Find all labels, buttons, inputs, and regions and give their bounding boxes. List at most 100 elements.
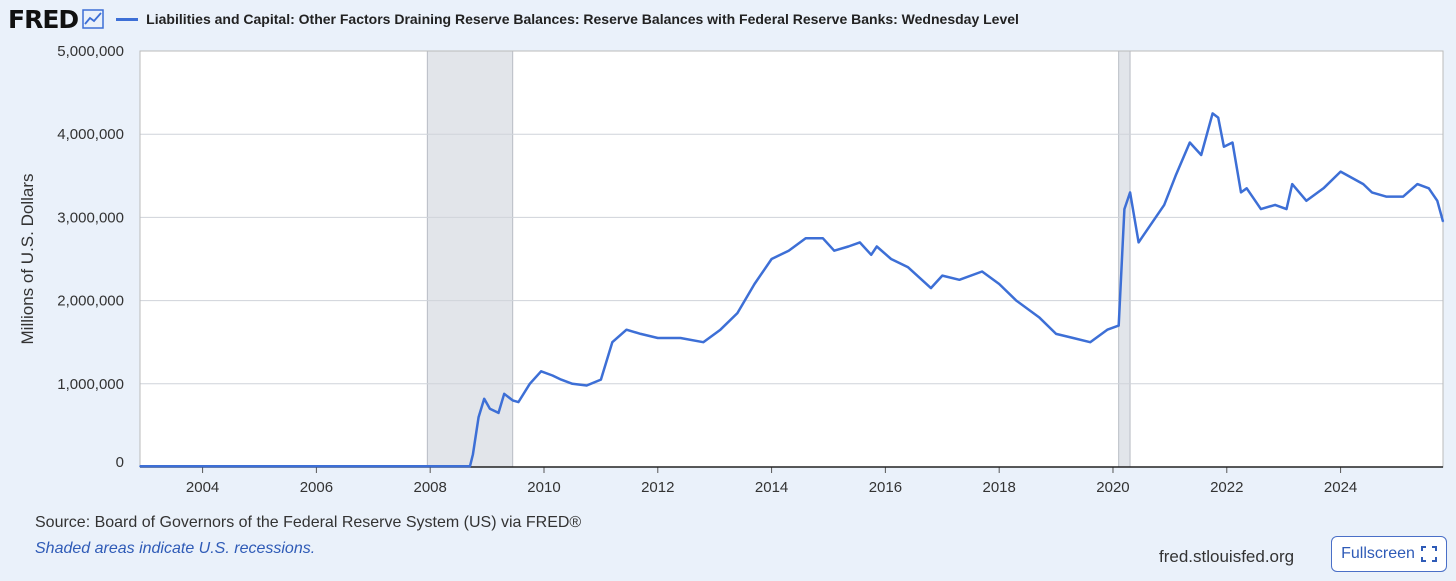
data-point	[1274, 204, 1276, 206]
data-point	[528, 383, 531, 385]
y-tick-label: 4,000,000	[57, 126, 124, 143]
data-point	[736, 312, 739, 314]
data-point	[1260, 208, 1262, 210]
data-point	[1146, 229, 1148, 231]
x-tick-label: 2022	[1210, 479, 1243, 496]
data-point	[1223, 145, 1225, 148]
data-point	[429, 465, 431, 467]
data-point	[1416, 183, 1419, 185]
data-point	[719, 328, 722, 331]
fullscreen-label: Fullscreen	[1341, 545, 1415, 562]
data-point	[1436, 199, 1439, 202]
x-tick-label: 2020	[1096, 479, 1129, 496]
data-point	[1362, 183, 1365, 185]
data-point	[560, 378, 562, 381]
fullscreen-icon	[1420, 546, 1437, 562]
data-point	[477, 416, 480, 418]
data-point	[958, 279, 961, 281]
data-point	[858, 241, 861, 244]
data-point	[753, 283, 756, 285]
y-tick-label: 2,000,000	[57, 293, 124, 310]
data-point	[1129, 191, 1131, 194]
data-point	[1231, 141, 1234, 144]
x-tick-label: 2004	[186, 479, 219, 496]
data-point	[804, 237, 807, 239]
y-tick-label: 3,000,000	[57, 209, 124, 226]
data-point	[1427, 187, 1430, 190]
data-point	[679, 337, 682, 339]
data-point	[600, 378, 602, 381]
recession-note: Shaded areas indicate U.S. recessions.	[35, 540, 316, 557]
data-point	[1174, 175, 1177, 177]
data-point	[1305, 199, 1308, 202]
data-point	[1402, 195, 1404, 198]
fullscreen-button[interactable]: Fullscreen	[1331, 536, 1447, 572]
data-point	[625, 328, 628, 331]
data-point	[1442, 220, 1444, 223]
trend-chart-icon	[82, 9, 104, 29]
data-point	[1106, 328, 1109, 331]
data-point	[1240, 191, 1242, 194]
x-tick-label: 2008	[414, 479, 447, 496]
data-point	[1072, 337, 1074, 339]
source-text: Source: Board of Governors of the Federa…	[35, 514, 582, 531]
x-tick-label: 2018	[982, 479, 1015, 496]
data-point	[1385, 195, 1387, 198]
data-point	[1217, 116, 1220, 119]
data-point	[1211, 112, 1214, 115]
data-point	[1245, 187, 1248, 190]
data-point	[907, 266, 909, 269]
fred-logo[interactable]: FRED	[8, 4, 79, 34]
data-point	[139, 465, 141, 467]
data-point	[483, 397, 486, 400]
data-point	[833, 249, 835, 252]
data-point	[1371, 191, 1373, 194]
data-point	[847, 245, 850, 248]
site-url[interactable]: fred.stlouisfed.org	[1159, 547, 1295, 566]
x-tick-label: 2010	[527, 479, 560, 496]
data-point	[540, 370, 542, 373]
data-point	[821, 237, 824, 239]
data-point	[870, 254, 872, 256]
data-point	[469, 465, 471, 467]
data-point	[571, 383, 574, 385]
data-point	[998, 283, 1000, 285]
data-point	[1038, 316, 1040, 319]
data-point	[1200, 154, 1202, 156]
data-point	[1188, 141, 1191, 144]
data-point	[702, 341, 705, 344]
data-point	[1291, 183, 1294, 185]
data-point	[1163, 204, 1165, 206]
data-point	[981, 270, 983, 273]
data-point	[1137, 241, 1140, 244]
data-point	[787, 249, 790, 252]
legend-line-swatch	[116, 17, 139, 21]
data-point	[551, 374, 554, 377]
x-tick-label: 2006	[300, 479, 333, 496]
data-point	[497, 412, 500, 414]
plot-area	[140, 51, 1443, 467]
data-point	[585, 384, 588, 387]
x-tick-label: 2016	[869, 479, 902, 496]
y-tick-label: 1,000,000	[57, 376, 124, 393]
data-point	[503, 392, 505, 395]
data-point	[1123, 208, 1126, 210]
data-point	[1055, 333, 1057, 335]
x-tick-label: 2024	[1324, 479, 1357, 496]
y-tick-label: 0	[116, 454, 124, 471]
recession-shade	[1118, 51, 1131, 467]
data-point	[890, 258, 892, 260]
recession-shade	[427, 51, 513, 467]
data-point	[639, 333, 642, 335]
data-point	[611, 341, 614, 344]
data-point	[941, 274, 944, 277]
y-axis-label: Millions of U.S. Dollars	[18, 174, 37, 345]
data-point	[1339, 170, 1342, 173]
data-point	[1015, 299, 1018, 302]
x-tick-label: 2014	[755, 479, 788, 496]
header: FRED Liabilities and Capital: Other Fact…	[8, 4, 1019, 34]
data-point	[511, 399, 514, 402]
data-point	[1322, 187, 1325, 190]
data-point	[1117, 324, 1120, 327]
x-tick-label: 2012	[641, 479, 674, 496]
